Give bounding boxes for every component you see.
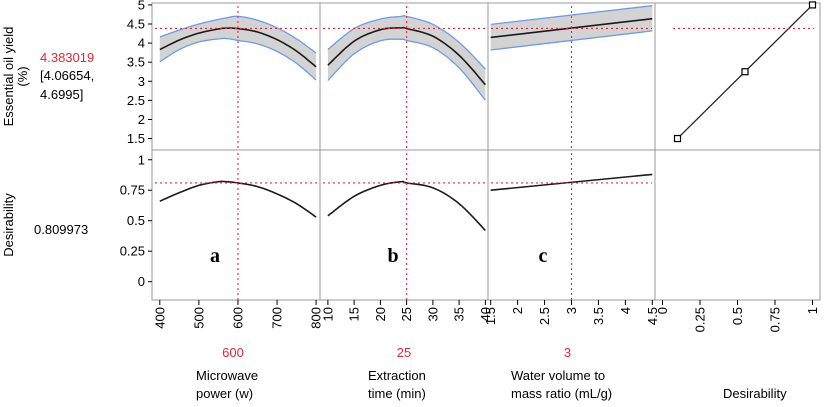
desirability-line <box>159 180 317 218</box>
x-tick-label: 0.75 <box>768 307 783 332</box>
x-tick-label: 800 <box>309 307 324 329</box>
response-ci: 4.6995] <box>40 87 83 102</box>
y-tick-label: 0 <box>138 274 145 289</box>
ci-upper-line <box>159 15 317 54</box>
factor-label: Extraction <box>368 368 426 383</box>
y-tick-label: 0.5 <box>127 213 145 228</box>
y-tick-label: 2 <box>138 112 145 127</box>
ci-lower-line <box>327 38 486 101</box>
factor-label: time (min) <box>368 386 426 401</box>
y-tick-label: 4 <box>138 36 145 51</box>
yield-prediction-line <box>327 26 486 86</box>
x-tick-label: 400 <box>152 307 167 329</box>
x-tick-label: 0.5 <box>730 307 745 325</box>
desirability-line <box>490 173 653 191</box>
y-tick-label: 1 <box>138 152 145 167</box>
x-tick-label: 4 <box>618 307 633 314</box>
x-tick-label: 3.5 <box>591 307 606 325</box>
response-ci: [4.06654, <box>40 68 94 83</box>
x-tick-label: 500 <box>191 307 206 329</box>
desirability-line <box>327 180 486 232</box>
x-tick-label: 20 <box>373 307 388 321</box>
x-tick-label: 0 <box>655 307 670 314</box>
y-tick-label: 0.75 <box>120 183 145 198</box>
response-label: Essential oil yield <box>1 27 16 127</box>
response-value: 4.383019 <box>40 50 94 65</box>
desirability-handle[interactable] <box>673 134 682 143</box>
factor-label: Water volume to <box>511 368 605 383</box>
y-tick-label: 3 <box>138 74 145 89</box>
confidence-band <box>159 16 317 81</box>
x-tick-label: 15 <box>347 307 362 321</box>
y-tick-label: 4.5 <box>127 17 145 32</box>
panel-letter: a <box>210 245 220 267</box>
ci-upper-line <box>327 15 486 70</box>
y-tick-label: 2.5 <box>127 93 145 108</box>
factor-label: power (w) <box>196 386 253 401</box>
desirability-value: 0.809973 <box>34 222 88 237</box>
panel-letter: b <box>387 245 398 267</box>
panel-0-3 <box>654 2 821 151</box>
ci-upper-line <box>490 5 653 26</box>
factor-current-value: 600 <box>222 345 244 360</box>
x-tick-label: 700 <box>270 307 285 329</box>
x-tick-label: 3 <box>564 307 579 314</box>
x-tick-label: 600 <box>230 307 245 329</box>
x-tick-label: 2 <box>510 307 525 314</box>
y-tick-label: 1.5 <box>127 131 145 146</box>
factor-current-value: 25 <box>397 345 411 360</box>
y-tick-label: 3.5 <box>127 55 145 70</box>
factor-label: Microwave <box>196 368 258 383</box>
factor-current-value: 3 <box>564 345 571 360</box>
x-tick-label: 1 <box>805 307 820 314</box>
desirability-handle[interactable] <box>808 1 817 9</box>
y-tick-label: 5 <box>138 0 145 12</box>
x-tick-label: 30 <box>425 307 440 321</box>
panel-1-1 <box>319 149 489 301</box>
factor-label: Desirability <box>723 386 787 401</box>
ci-lower-line <box>159 37 317 81</box>
factor-label: mass ratio (mL/g) <box>511 386 612 401</box>
ci-lower-line <box>490 30 653 51</box>
desirability-handle[interactable] <box>741 68 749 76</box>
x-tick-label: 40 <box>478 307 493 321</box>
response-label: Desirability <box>1 193 16 257</box>
response-label: (%) <box>15 66 30 86</box>
y-tick-label: 0.25 <box>120 244 145 259</box>
x-tick-label: 0.25 <box>693 307 708 332</box>
panel-1-0 <box>151 149 321 301</box>
panel-1-3 <box>654 149 821 301</box>
panel-letter: c <box>539 245 548 267</box>
x-tick-label: 25 <box>399 307 414 321</box>
x-tick-label: 35 <box>452 307 467 321</box>
x-tick-label: 2.5 <box>537 307 552 325</box>
confidence-band <box>327 15 486 101</box>
x-tick-label: 10 <box>320 307 335 321</box>
x-tick-label: 4.5 <box>645 307 660 325</box>
x-tick-label: 1.5 <box>483 307 498 325</box>
